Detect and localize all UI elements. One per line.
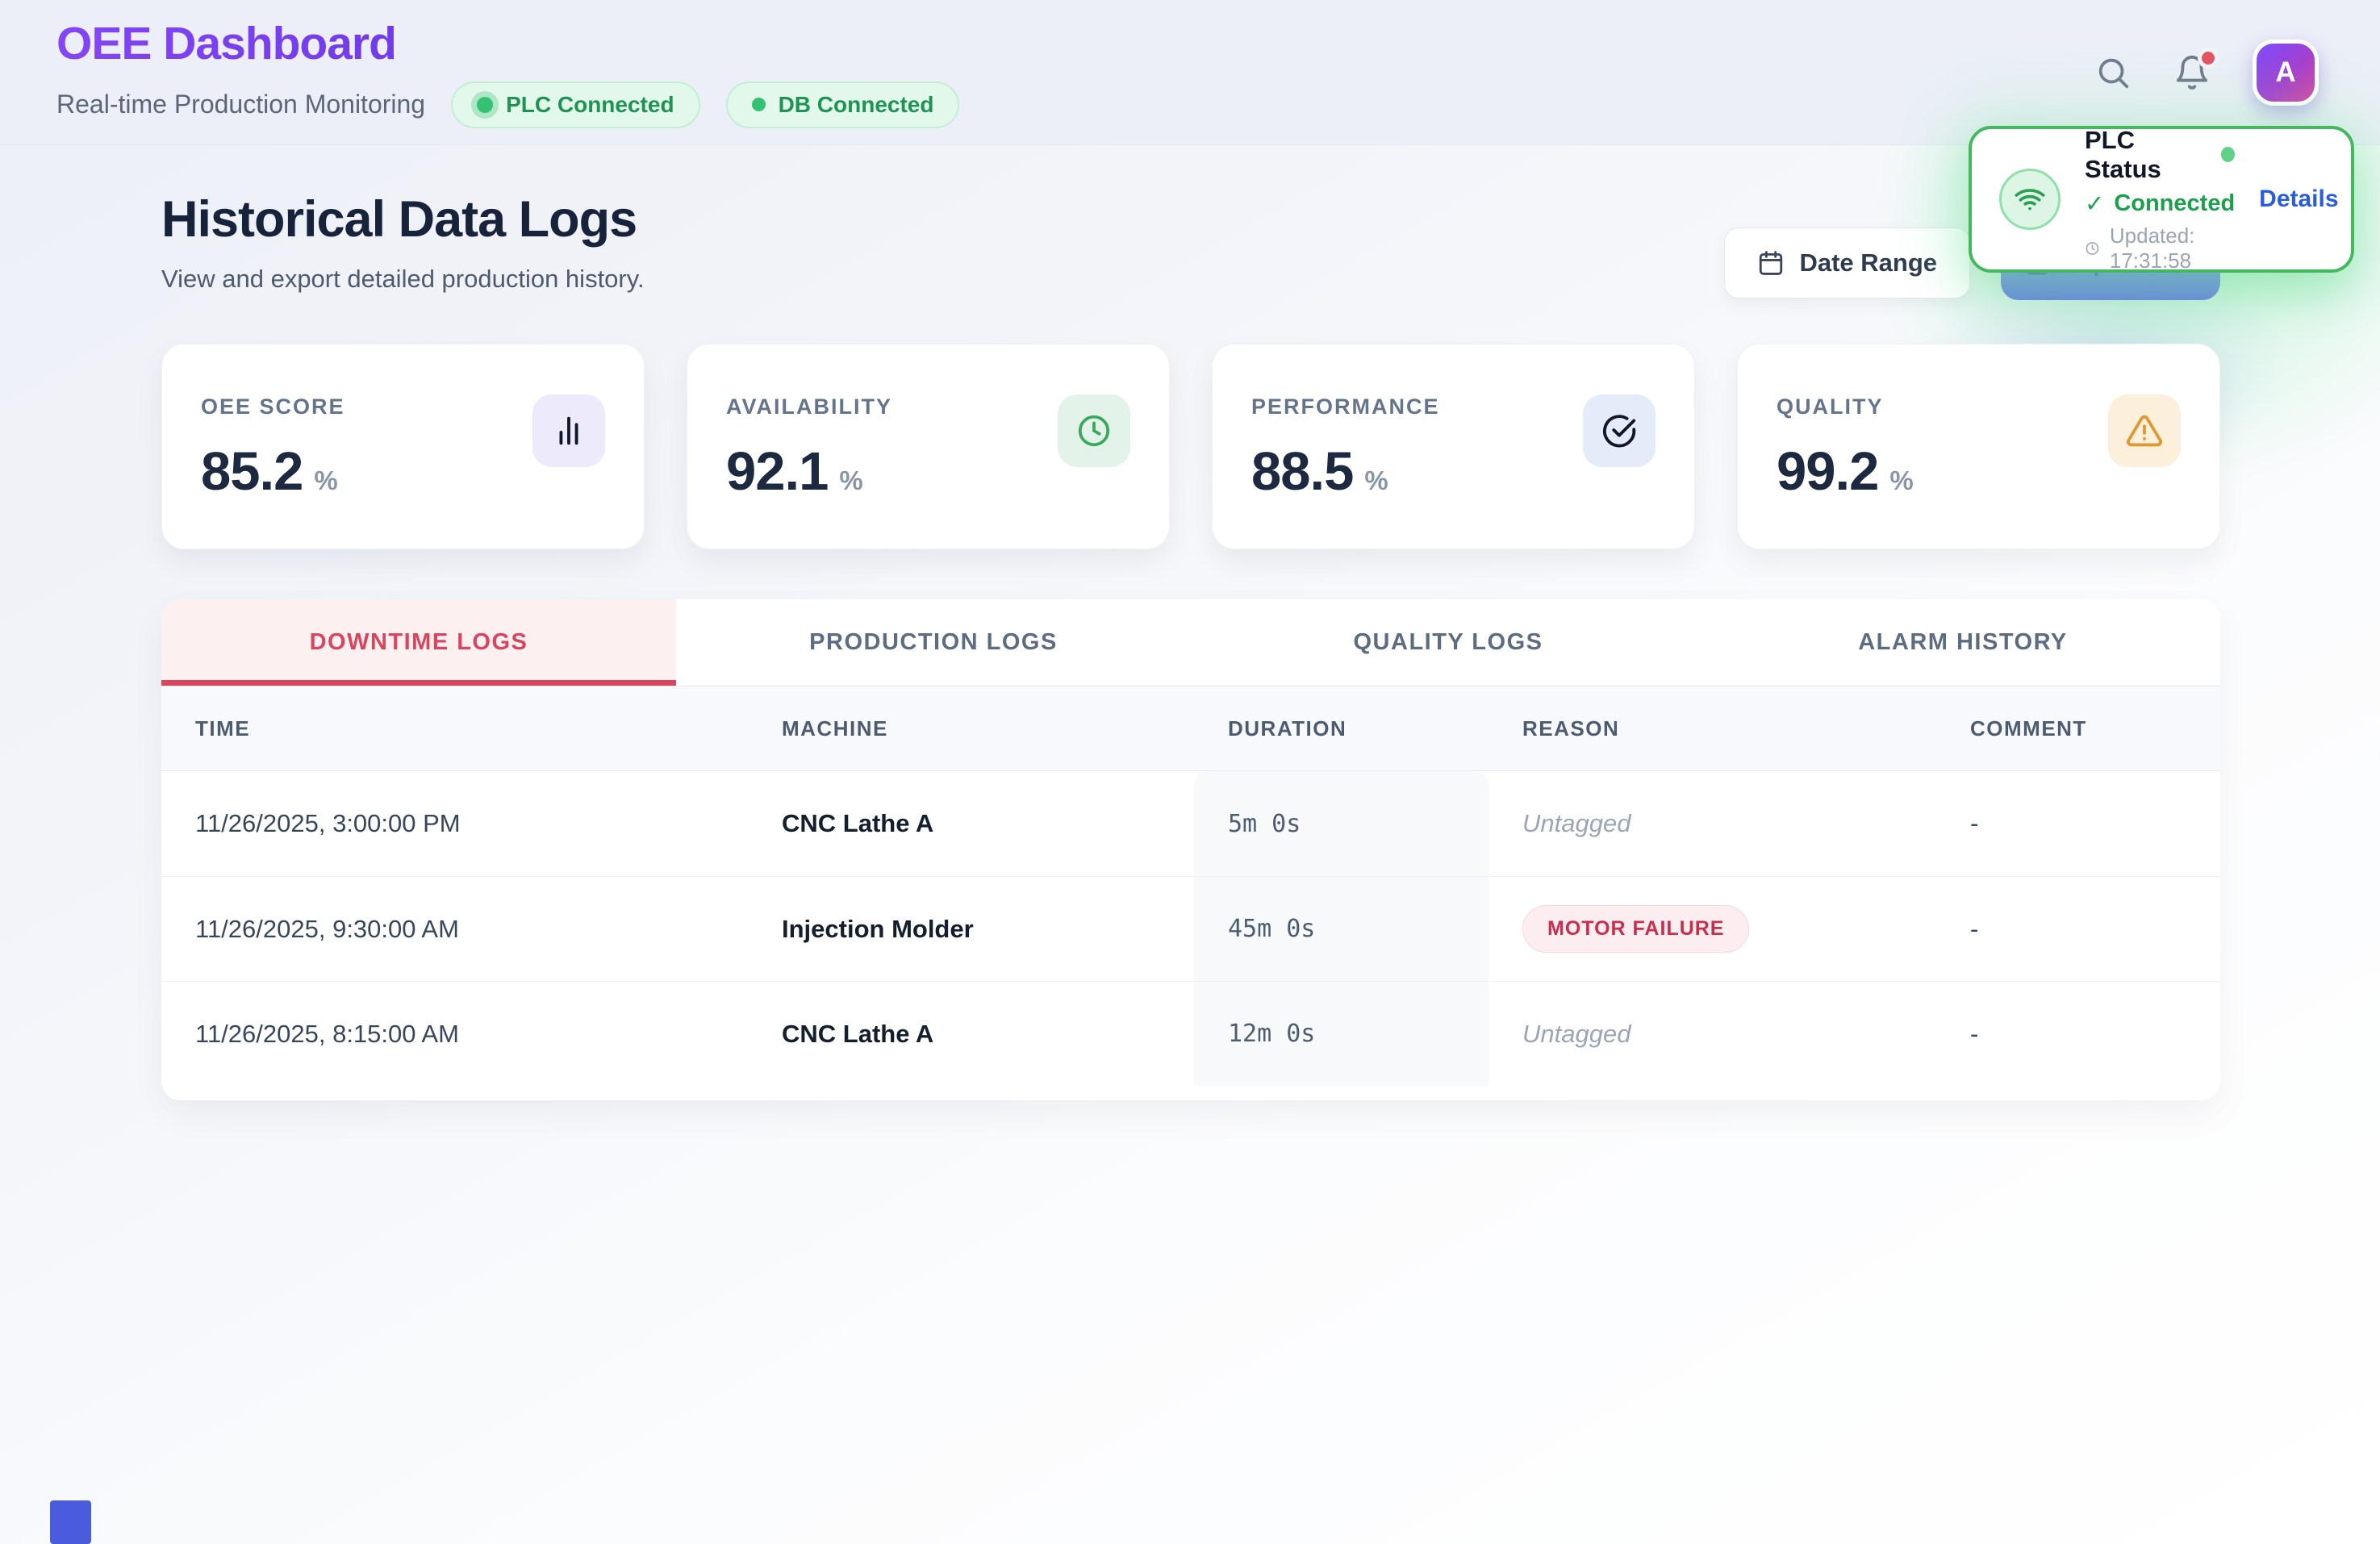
wifi-icon xyxy=(1999,169,2061,230)
calendar-icon xyxy=(1760,251,1783,275)
page-title: Historical Data Logs xyxy=(161,191,637,248)
plc-popup-updated: Updated: 17:31:58 xyxy=(2085,223,2235,273)
plc-details-link[interactable]: Details xyxy=(2259,186,2339,212)
notifications-button[interactable] xyxy=(2173,47,2219,91)
clock-icon xyxy=(1058,394,1130,467)
kpi-card: AVAILABILITY 92.1 % xyxy=(687,344,1170,549)
cell-reason: Untagged xyxy=(1489,771,1936,876)
kpi-unit: % xyxy=(1364,465,1388,495)
kpi-card: QUALITY 99.2 % xyxy=(1737,344,2220,549)
plc-popup-status: ✓ Connected xyxy=(2085,190,2236,217)
table-row: 11/26/2025, 3:00:00 PM CNC Lathe A 5m 0s… xyxy=(161,771,2220,876)
notification-badge-dot xyxy=(2198,47,2219,69)
kpi-cards-row: OEE SCORE 85.2 % AVAILABILITY 92.1 % xyxy=(161,344,2220,549)
kpi-label: QUALITY xyxy=(1777,394,1884,419)
page-subtitle: View and export detailed production hist… xyxy=(161,265,645,293)
logs-panel: DOWNTIME LOGS PRODUCTION LOGS QUALITY LO… xyxy=(161,599,2220,1100)
plc-connected-badge: PLC Connected xyxy=(451,81,700,128)
kpi-card: OEE SCORE 85.2 % xyxy=(161,344,645,549)
cell-machine: CNC Lathe A xyxy=(782,1019,934,1048)
plc-connected-label: PLC Connected xyxy=(506,91,674,117)
column-header-reason: REASON xyxy=(1522,716,1620,741)
clock-icon xyxy=(2086,241,2099,255)
logs-tabs: DOWNTIME LOGS PRODUCTION LOGS QUALITY LO… xyxy=(161,599,2220,686)
cell-time: 11/26/2025, 9:30:00 AM xyxy=(195,914,459,943)
corner-blue-artifact xyxy=(50,1500,91,1544)
app-header: OEE Dashboard Real-time Production Monit… xyxy=(0,0,2380,145)
cell-comment: - xyxy=(1970,914,1979,943)
cell-time: 11/26/2025, 8:15:00 AM xyxy=(195,1019,459,1048)
avatar-letter: A xyxy=(2275,56,2296,88)
table-row: 11/26/2025, 8:15:00 AM CNC Lathe A 12m 0… xyxy=(161,981,2220,1086)
column-header-duration: DURATION xyxy=(1228,716,1347,741)
column-header-time: TIME xyxy=(195,716,251,741)
app-title: OEE Dashboard xyxy=(56,17,959,70)
search-button[interactable] xyxy=(2094,54,2132,91)
brand-block: OEE Dashboard Real-time Production Monit… xyxy=(56,17,960,128)
plc-status-dot xyxy=(477,96,494,113)
cell-time: 11/26/2025, 3:00:00 PM xyxy=(195,809,461,837)
alert-triangle-icon xyxy=(2108,394,2181,467)
kpi-value: 99.2 xyxy=(1777,441,1879,502)
cell-duration: 12m 0s xyxy=(1194,982,1489,1086)
db-connected-label: DB Connected xyxy=(778,91,934,117)
kpi-unit: % xyxy=(839,465,863,495)
cell-comment: - xyxy=(1970,809,1979,837)
kpi-label: PERFORMANCE xyxy=(1251,394,1440,419)
check-circle-icon xyxy=(1583,394,1656,467)
app-subtitle: Real-time Production Monitoring xyxy=(56,90,426,119)
tab-downtime-logs[interactable]: DOWNTIME LOGS xyxy=(161,599,676,686)
kpi-label: OEE SCORE xyxy=(201,394,345,419)
kpi-value: 92.1 xyxy=(726,441,829,502)
column-header-comment: COMMENT xyxy=(1970,716,2087,741)
date-range-button[interactable]: Date Range xyxy=(1724,227,1970,298)
cell-duration: 5m 0s xyxy=(1194,771,1489,876)
bell-icon xyxy=(2176,55,2208,90)
cell-comment: - xyxy=(1970,1019,1979,1048)
table-row: 11/26/2025, 9:30:00 AM Injection Molder … xyxy=(161,876,2220,981)
check-icon: ✓ xyxy=(2085,190,2105,217)
avatar[interactable]: A xyxy=(2253,39,2319,106)
column-header-machine: MACHINE xyxy=(782,716,888,741)
kpi-label: AVAILABILITY xyxy=(726,394,892,419)
plc-popup-status-dot xyxy=(2220,147,2236,162)
table-body: 11/26/2025, 3:00:00 PM CNC Lathe A 5m 0s… xyxy=(161,771,2220,1100)
tab-alarm-history[interactable]: ALARM HISTORY xyxy=(1706,599,2220,686)
cell-machine: Injection Molder xyxy=(782,914,974,943)
cell-reason: Untagged xyxy=(1489,982,1936,1086)
db-connected-badge: DB Connected xyxy=(725,81,960,128)
tab-production-logs[interactable]: PRODUCTION LOGS xyxy=(676,599,1191,686)
db-status-dot xyxy=(751,98,766,111)
kpi-unit: % xyxy=(314,465,338,495)
plc-status-popup: PLC Status ✓ Connected Updated: 17:31:58… xyxy=(1969,126,2354,273)
tab-quality-logs[interactable]: QUALITY LOGS xyxy=(1191,599,1706,686)
untagged-label: Untagged xyxy=(1522,1019,1631,1048)
cell-duration: 45m 0s xyxy=(1194,877,1489,981)
cell-reason: MOTOR FAILURE xyxy=(1489,877,1936,981)
search-icon xyxy=(2098,58,2129,88)
table-header-row: TIME MACHINE DURATION REASON COMMENT xyxy=(161,686,2220,771)
bar-chart-icon xyxy=(532,394,605,467)
cell-machine: CNC Lathe A xyxy=(782,809,934,837)
kpi-value: 85.2 xyxy=(201,441,303,502)
kpi-value: 88.5 xyxy=(1251,441,1354,502)
untagged-label: Untagged xyxy=(1522,809,1631,837)
reason-badge: MOTOR FAILURE xyxy=(1522,905,1750,953)
kpi-unit: % xyxy=(1889,465,1914,495)
main-content: Historical Data Logs View and export det… xyxy=(161,145,2220,1100)
plc-popup-title: PLC Status xyxy=(2085,125,2161,183)
kpi-card: PERFORMANCE 88.5 % xyxy=(1212,344,1695,549)
